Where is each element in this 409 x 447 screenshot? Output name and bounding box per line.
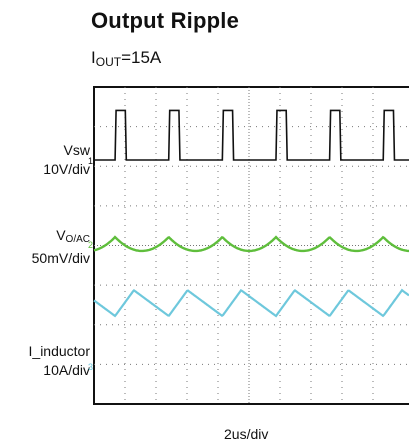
channel-1-name: Vsw xyxy=(63,142,90,158)
channel-3-name: I_inductor xyxy=(28,343,90,359)
channel-3-scale: 10A/div xyxy=(43,362,90,378)
channel-3-marker: 3 xyxy=(88,362,93,372)
chart-subtitle: IOUT=15A xyxy=(91,48,161,69)
subtitle-sub: OUT xyxy=(95,55,122,69)
channel-1-scale: 10V/div xyxy=(43,161,90,177)
channel-2-scale: 50mV/div xyxy=(31,250,90,266)
subtitle-main: I xyxy=(91,48,96,67)
channel-2-trace xyxy=(93,235,409,253)
channel-2-name-sub: O/AC xyxy=(65,234,90,245)
channel-2-marker: 2 xyxy=(88,240,93,250)
channel-1-trace xyxy=(94,109,409,161)
chart-title: Output Ripple xyxy=(91,8,240,33)
channel-1-marker: 1 xyxy=(88,156,93,166)
channel-2-label: VO/AC 50mV/div xyxy=(32,226,90,268)
subtitle-rest: =15A xyxy=(121,48,162,67)
channel-3-trace xyxy=(93,288,409,318)
channel-2-name-main: V xyxy=(56,227,66,243)
channel-1-label: Vsw 10V/div xyxy=(43,141,90,179)
channel-2-name: VO/AC xyxy=(32,226,90,249)
channel-3-label: I_inductor 10A/div xyxy=(29,342,90,380)
x-axis-label: 2us/div xyxy=(224,426,269,442)
